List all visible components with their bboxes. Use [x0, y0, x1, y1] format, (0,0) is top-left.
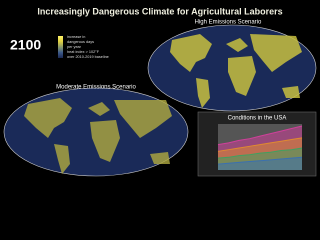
legend-text: increase in: [67, 35, 85, 39]
screen: Increasingly Dangerous Climate for Agric…: [3, 6, 317, 177]
title: Increasingly Dangerous Climate for Agric…: [37, 6, 282, 16]
map-label: High Emissions Scenario: [195, 20, 262, 26]
legend-text: dangerous days: [67, 40, 94, 44]
map-moderate: Moderate Emissions Scenario: [3, 85, 189, 177]
series-line: [217, 137, 303, 152]
map-label: Moderate Emissions Scenario: [56, 85, 136, 91]
chart-title: Conditions in the USA: [228, 116, 287, 122]
year: 2100: [10, 37, 41, 53]
series-area: [218, 157, 302, 170]
legend-text: per year: [67, 45, 82, 49]
land: [24, 98, 172, 174]
legend-text: over 2010-2019 baseline: [67, 55, 109, 59]
color-bar: [58, 36, 63, 58]
series-line: [217, 147, 303, 159]
legend-text: heat index > 102°F: [67, 50, 100, 54]
series-line: [217, 125, 303, 146]
plot: [217, 125, 303, 170]
land: [170, 34, 302, 108]
series-line: [217, 156, 303, 165]
map-high: High Emissions Scenario: [147, 20, 317, 112]
inset-chart: Conditions in the USA: [197, 111, 317, 177]
